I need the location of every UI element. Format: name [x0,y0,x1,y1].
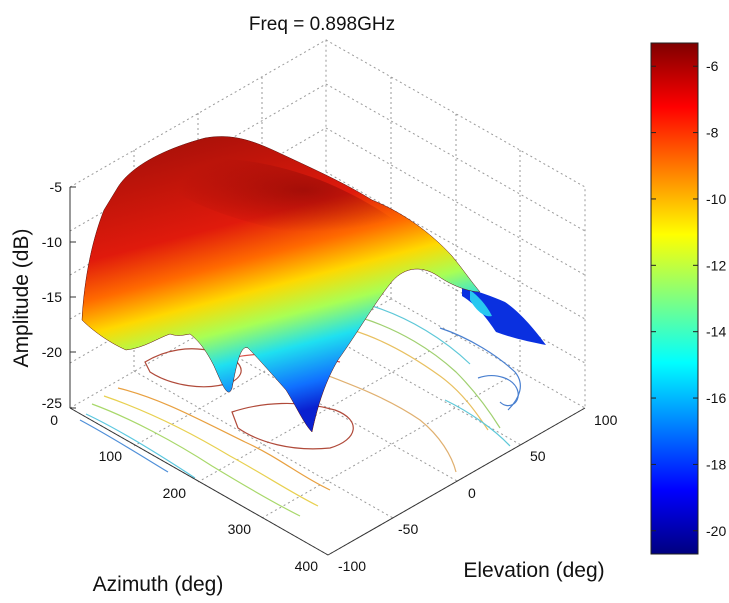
contour-line [117,387,331,491]
colorbar-tick-label: -12 [706,257,726,273]
contour-line [444,399,511,447]
y-axis-line [327,407,586,556]
colorbar-gradient [650,42,699,555]
grid-line [69,83,327,232]
colorbar-tick-label: -18 [706,456,726,472]
y-tick-label: 50 [530,448,546,464]
x-axis: 0 100 200 300 400 Azimuth (deg) [50,407,329,596]
chart-title: Freq = 0.898GHz [249,14,395,35]
surface-main [81,136,481,433]
contour-line [371,305,471,365]
surface-plot [81,136,546,433]
z-tick-label: -5 [50,179,63,195]
y-tick-label: 100 [594,412,618,428]
colorbar-tick-label: -10 [706,191,726,207]
y-axis-label: Elevation (deg) [463,559,604,582]
contour-line [91,403,301,517]
contour-line [361,317,501,429]
contour-line [103,395,319,507]
colorbar-tick-label: -16 [706,390,726,406]
z-tick-label: -20 [42,344,62,360]
z-axis: -5 -10 -15 -20 -25 Amplitude (dB) [10,179,76,411]
contour-line [79,419,169,473]
x-tick-label: 400 [295,558,319,574]
y-tick-label: 0 [468,485,476,501]
contour-line [351,329,489,431]
contour-line [85,413,196,479]
contour-line [477,375,519,407]
colorbar-ticks: -6 -8 -10 -12 -14 -16 -18 -20 [651,58,726,539]
colorbar-tick-label: -8 [706,125,719,141]
y-tick-label: -100 [338,558,366,574]
z-tick-label: -10 [42,234,62,250]
contour-line [439,327,521,411]
x-tick-label: 0 [50,412,58,428]
surface-tail [462,286,546,345]
y-tick-label: -50 [398,521,418,537]
x-axis-label: Azimuth (deg) [93,573,224,596]
contour-line [144,348,242,388]
contour-line [231,402,354,450]
x-tick-label: 300 [228,521,252,537]
x-tick-label: 200 [163,485,187,501]
x-tick-label: 100 [99,448,123,464]
grid-line [69,39,327,409]
grid-line [69,407,586,556]
surface-peak-shading [150,158,430,250]
colorbar: -6 -8 -10 -12 -14 -16 -18 -20 [650,42,726,555]
surface-tail-fringe [470,290,492,317]
y-axis: -100 -50 0 50 100 Elevation (deg) [327,407,618,582]
grid-line [133,298,392,447]
colorbar-tick-label: -6 [706,58,719,74]
colorbar-tick-label: -20 [706,523,726,539]
grid-line [69,127,327,276]
colorbar-tick-label: -14 [706,324,726,340]
z-tick-label: -15 [42,289,62,305]
x-axis-line [69,407,329,556]
contour-line [317,371,457,473]
z-axis-label: Amplitude (dB) [10,229,33,368]
z-tick-label: -25 [42,395,62,411]
